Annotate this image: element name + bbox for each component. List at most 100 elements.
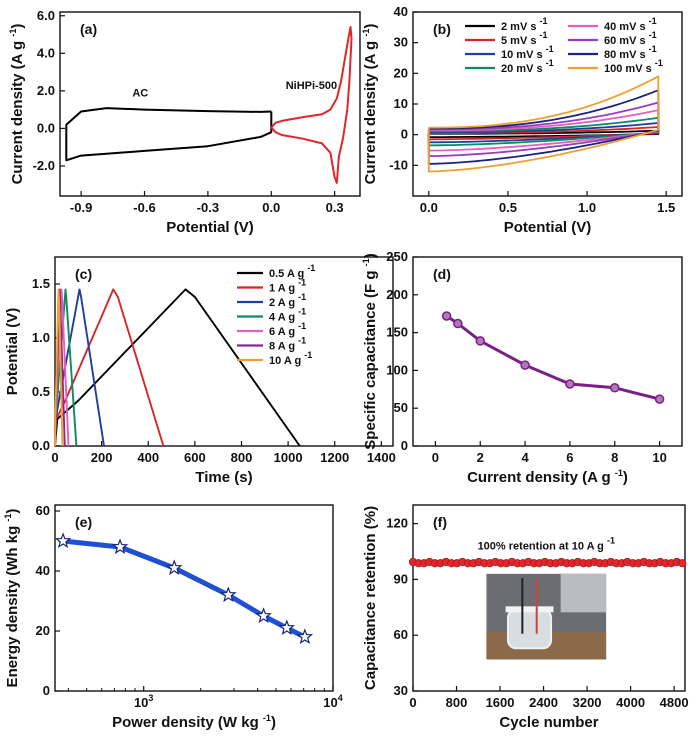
x-tick-label: 0 xyxy=(51,450,58,465)
y-axis-label: Energy density (Wh kg -1) xyxy=(3,509,21,688)
annotation-retention: 100% retention at 10 A g -1 xyxy=(478,536,615,553)
y-tick-label: 100 xyxy=(386,362,408,377)
y-axis-label: Capacitance retention (%) xyxy=(362,506,379,690)
y-tick-label: 40 xyxy=(36,563,50,578)
y-tick-label: 30 xyxy=(394,35,408,50)
plot-frame xyxy=(412,256,683,447)
series-ac-loop xyxy=(65,107,273,162)
y-axis-label: Current density (A g -1) xyxy=(361,24,379,185)
data-point xyxy=(441,311,452,321)
y-axis-label: Potential (V) xyxy=(4,308,21,396)
x-tick-label: 200 xyxy=(91,450,113,465)
y-axis-label: Current density (A g -1) xyxy=(8,24,26,185)
y-tick-label: 0 xyxy=(43,683,50,698)
x-tick-label: 1.0 xyxy=(578,200,596,215)
x-tick-label: 0 xyxy=(432,450,439,465)
series-ragone-line xyxy=(62,538,306,640)
x-tick-label: 1200 xyxy=(320,450,349,465)
x-tick-label: -0.9 xyxy=(70,200,92,215)
x-axis-label: Potential (V) xyxy=(504,219,592,236)
y-tick-label: 0.0 xyxy=(37,120,55,135)
data-point xyxy=(520,360,530,370)
y-tick-label: 30 xyxy=(394,683,408,698)
x-tick-label: 1000 xyxy=(274,450,303,465)
panel-label: (f) xyxy=(433,514,447,530)
x-tick-label: 400 xyxy=(137,450,159,465)
y-tick-label: 6.0 xyxy=(37,8,55,23)
x-tick-label: 1600 xyxy=(486,695,515,710)
y-axis-label: Specific capacitance (F g -1) xyxy=(361,253,379,449)
y-tick-label: 150 xyxy=(386,325,408,340)
x-axis-label: Current density (A g -1) xyxy=(467,468,628,486)
x-tick-label: 4800 xyxy=(660,695,689,710)
x-tick-label: 8 xyxy=(611,450,618,465)
y-tick-label: 0.5 xyxy=(32,384,50,399)
data-point xyxy=(453,318,463,329)
x-tick-label: 1.5 xyxy=(657,200,675,215)
legend-label: 2 A g -1 xyxy=(269,292,306,309)
y-tick-label: 4.0 xyxy=(37,45,55,60)
y-tick-label: 90 xyxy=(394,571,408,586)
y-tick-label: 20 xyxy=(36,623,50,638)
panel-f-cycling-stability: 0 800 1600 2400 3200 4000 4800 30 60 90 120 Cycle n… xyxy=(362,504,689,731)
x-axis-label: Potential (V) xyxy=(166,219,254,236)
y-tick-label: 120 xyxy=(386,516,408,531)
series-capacitance-line xyxy=(445,314,660,401)
inset-photo xyxy=(486,573,607,660)
x-tick-label: 1400 xyxy=(367,450,396,465)
y-tick-label: 0.0 xyxy=(32,438,50,453)
legend-label: 80 mV s -1 xyxy=(604,44,657,61)
y-tick-label: 250 xyxy=(386,249,408,264)
y-tick-label: 0 xyxy=(401,438,408,453)
y-tick-label: 200 xyxy=(386,287,408,302)
star-marker xyxy=(165,559,183,576)
plot-frame xyxy=(412,504,686,692)
x-tick-label: 0.3 xyxy=(326,200,344,215)
panel-c-gcd-curves: 0 200 400 600 800 1000 1200 1400 0.0 0.5 1.0 1.5 Tim… xyxy=(4,256,396,486)
plot-frame xyxy=(59,11,361,197)
legend-label: 1 A g -1 xyxy=(269,278,306,295)
legend-label: 6 A g -1 xyxy=(269,321,306,338)
data-point xyxy=(565,379,575,389)
x-tick-label: 0.0 xyxy=(420,200,438,215)
star-marker xyxy=(111,538,129,555)
annotation-nihpi-500: NiHPi-500 xyxy=(286,80,337,92)
data-point xyxy=(678,559,687,568)
x-tick-label: 4 xyxy=(521,450,529,465)
y-tick-label: 60 xyxy=(36,503,50,518)
y-tick-label: 20 xyxy=(394,65,408,80)
legend-label: 2 mV s -1 xyxy=(501,16,548,33)
x-tick-label: 4000 xyxy=(616,695,645,710)
panel-a-cv-comparison: -0.9 -0.6 -0.3 0.0 0.3 -2.0 0.0 2.0 4.0 6.0 Potent… xyxy=(8,8,361,236)
x-tick-label: 800 xyxy=(446,695,468,710)
data-point xyxy=(654,394,665,404)
y-tick-label: 1.5 xyxy=(32,276,50,291)
x-tick-label: 2 xyxy=(477,450,484,465)
y-tick-label: 60 xyxy=(394,627,408,642)
x-tick-label: 600 xyxy=(184,450,206,465)
star-marker xyxy=(278,619,296,636)
data-point xyxy=(610,383,620,393)
legend-label: 100 mV s -1 xyxy=(604,58,663,75)
photo-beaker xyxy=(506,608,553,650)
y-tick-label: 10 xyxy=(394,96,408,111)
legend-label: 0.5 A g -1 xyxy=(269,263,315,280)
y-tick-label: -10 xyxy=(389,157,408,172)
y-tick-label: 2.0 xyxy=(37,83,55,98)
legend-label: 40 mV s -1 xyxy=(604,16,657,33)
x-tick-label: 800 xyxy=(231,450,253,465)
x-axis-label: Cycle number xyxy=(499,714,598,731)
panel-label: (c) xyxy=(75,266,92,282)
legend-label: 8 A g -1 xyxy=(269,336,306,353)
legend-label: 20 mV s -1 xyxy=(501,58,554,75)
y-tick-label: 0 xyxy=(401,127,408,142)
series-gcd-curve xyxy=(54,288,64,447)
x-tick-label: 2400 xyxy=(529,695,558,710)
x-axis-label: Time (s) xyxy=(195,469,252,486)
legend-label: 10 A g -1 xyxy=(269,350,312,367)
x-tick-label: 0.5 xyxy=(499,200,517,215)
y-tick-label: 40 xyxy=(394,4,408,19)
panel-label: (a) xyxy=(80,21,97,37)
